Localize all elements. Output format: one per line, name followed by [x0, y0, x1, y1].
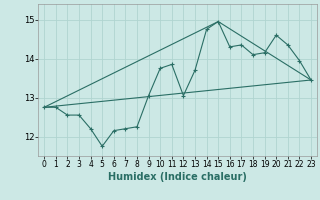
X-axis label: Humidex (Indice chaleur): Humidex (Indice chaleur): [108, 172, 247, 182]
